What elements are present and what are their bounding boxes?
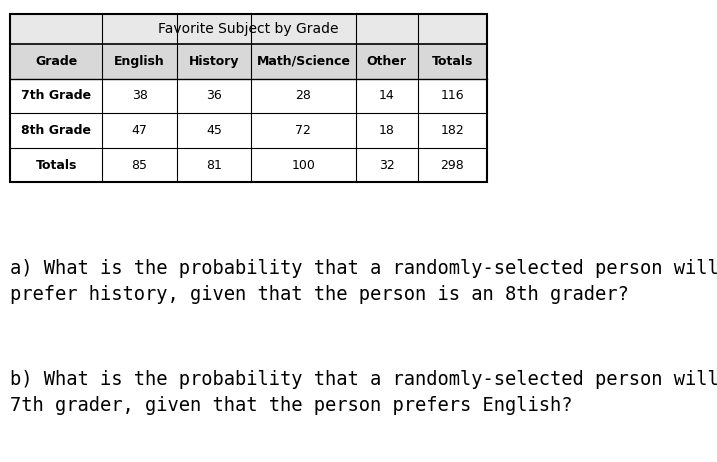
Text: 38: 38: [132, 89, 148, 103]
Text: 36: 36: [206, 89, 222, 103]
Text: English: English: [114, 55, 165, 68]
Text: 45: 45: [206, 124, 222, 137]
Text: 298: 298: [440, 158, 464, 172]
Text: b) What is the probability that a randomly-selected person will be a
7th grader,: b) What is the probability that a random…: [10, 370, 717, 415]
Bar: [10, 148, 487, 182]
Text: Grade: Grade: [35, 55, 77, 68]
Text: 18: 18: [379, 124, 395, 137]
Text: Favorite Subject by Grade: Favorite Subject by Grade: [158, 22, 338, 36]
Text: 100: 100: [292, 158, 315, 172]
Text: 72: 72: [295, 124, 311, 137]
Text: History: History: [189, 55, 239, 68]
Bar: [10, 14, 487, 44]
Text: Totals: Totals: [432, 55, 473, 68]
Text: 85: 85: [131, 158, 148, 172]
Text: 116: 116: [440, 89, 464, 103]
Text: 7th Grade: 7th Grade: [21, 89, 91, 103]
Text: 14: 14: [379, 89, 394, 103]
Text: 182: 182: [440, 124, 464, 137]
Bar: [10, 113, 487, 148]
Bar: [10, 79, 487, 113]
Text: 81: 81: [206, 158, 222, 172]
Bar: [10, 44, 487, 79]
Text: 8th Grade: 8th Grade: [21, 124, 91, 137]
Text: Totals: Totals: [35, 158, 77, 172]
Text: a) What is the probability that a randomly-selected person will
prefer history, : a) What is the probability that a random…: [10, 259, 717, 304]
Text: Math/Science: Math/Science: [257, 55, 351, 68]
Text: 32: 32: [379, 158, 394, 172]
Text: Other: Other: [367, 55, 407, 68]
Text: 28: 28: [295, 89, 311, 103]
Text: 47: 47: [132, 124, 148, 137]
